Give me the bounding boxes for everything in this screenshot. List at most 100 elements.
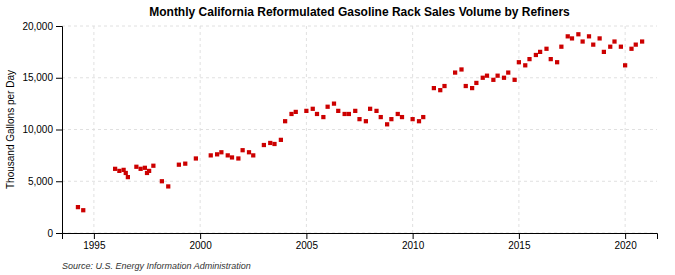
tick: 2005 <box>296 233 319 251</box>
chart: 1995 2000 2005 2010 2015 2020 0 5,000 10,000 15,0… <box>0 0 675 275</box>
point <box>602 50 606 54</box>
point <box>634 43 638 47</box>
tick-mark <box>94 233 95 239</box>
point <box>304 109 308 113</box>
axis-line <box>56 27 63 234</box>
tick-label: 2000 <box>190 240 213 251</box>
tick-mark <box>306 233 307 239</box>
point <box>76 205 80 209</box>
grid-line <box>625 26 626 233</box>
axis-line <box>63 234 658 240</box>
tick-label: 20,000 <box>22 21 53 32</box>
point <box>226 153 230 157</box>
point <box>294 110 298 114</box>
point <box>629 47 633 51</box>
point <box>411 117 415 121</box>
point <box>513 78 517 82</box>
tick-label: 2010 <box>402 240 425 251</box>
point <box>124 171 128 175</box>
point <box>166 184 170 188</box>
grid-line <box>62 77 657 78</box>
point <box>496 74 500 78</box>
point <box>591 43 595 47</box>
title: Monthly California Reformulated Gasoline… <box>149 5 570 19</box>
tick: 10,000 <box>22 124 62 135</box>
point <box>230 155 234 159</box>
point <box>459 67 463 71</box>
point <box>417 119 421 123</box>
tick: 2015 <box>508 233 531 251</box>
point <box>438 88 442 92</box>
point <box>421 115 425 119</box>
point <box>321 115 325 119</box>
grid-line <box>62 26 657 27</box>
point <box>241 148 245 152</box>
tick-label: 5,000 <box>28 176 53 187</box>
point <box>251 153 255 157</box>
point <box>485 74 489 78</box>
point <box>151 164 155 168</box>
point <box>283 119 287 123</box>
point <box>219 150 223 154</box>
tick-label: 2020 <box>615 240 638 251</box>
point <box>534 53 538 57</box>
tick: 2010 <box>402 233 425 251</box>
tick-label: 2005 <box>296 240 319 251</box>
point <box>555 60 559 64</box>
point <box>353 109 357 113</box>
point <box>347 112 351 116</box>
grid <box>62 26 657 233</box>
tick-label: 15,000 <box>22 72 53 83</box>
point <box>470 86 474 90</box>
point <box>357 117 361 121</box>
point <box>364 119 368 123</box>
point <box>262 143 266 147</box>
point <box>134 165 138 169</box>
grid-line <box>62 129 657 130</box>
tick: 0 <box>47 228 62 239</box>
tick-mark <box>200 233 201 239</box>
point <box>117 169 121 173</box>
point <box>289 112 293 116</box>
tick: 20,000 <box>22 21 62 32</box>
tick-mark <box>56 130 62 131</box>
point <box>432 86 436 90</box>
tick-label: 0 <box>47 228 53 239</box>
point <box>113 167 117 171</box>
point <box>538 50 542 54</box>
point <box>587 34 591 38</box>
point <box>147 169 151 173</box>
tick-label: 2015 <box>508 240 531 251</box>
point <box>612 39 616 43</box>
point <box>464 84 468 88</box>
tick-label: 1995 <box>83 240 106 251</box>
point <box>442 84 446 88</box>
point <box>581 39 585 43</box>
point <box>481 76 485 80</box>
point <box>474 81 478 85</box>
point <box>517 60 521 64</box>
tick: 2000 <box>190 233 213 251</box>
tick-mark <box>625 233 626 239</box>
point <box>215 152 219 156</box>
tick-mark <box>519 233 520 239</box>
point <box>389 117 393 121</box>
point <box>544 47 548 51</box>
y-axis-title: Thousand Gallons per Day <box>5 70 16 189</box>
tick-label: 10,000 <box>22 124 53 135</box>
tick-mark <box>413 233 414 239</box>
tick: 5,000 <box>28 176 62 187</box>
tick-mark <box>56 233 62 234</box>
point <box>640 39 644 43</box>
point <box>268 141 272 145</box>
point <box>502 76 506 80</box>
point <box>247 150 251 154</box>
point <box>326 105 330 109</box>
point <box>385 122 389 126</box>
point <box>272 142 276 146</box>
point <box>453 70 457 74</box>
tick: 1995 <box>83 233 106 251</box>
plot-area: 1995 2000 2005 2010 2015 2020 0 5,000 10,000 15,0… <box>22 21 657 251</box>
point <box>549 57 553 61</box>
point <box>570 36 574 40</box>
